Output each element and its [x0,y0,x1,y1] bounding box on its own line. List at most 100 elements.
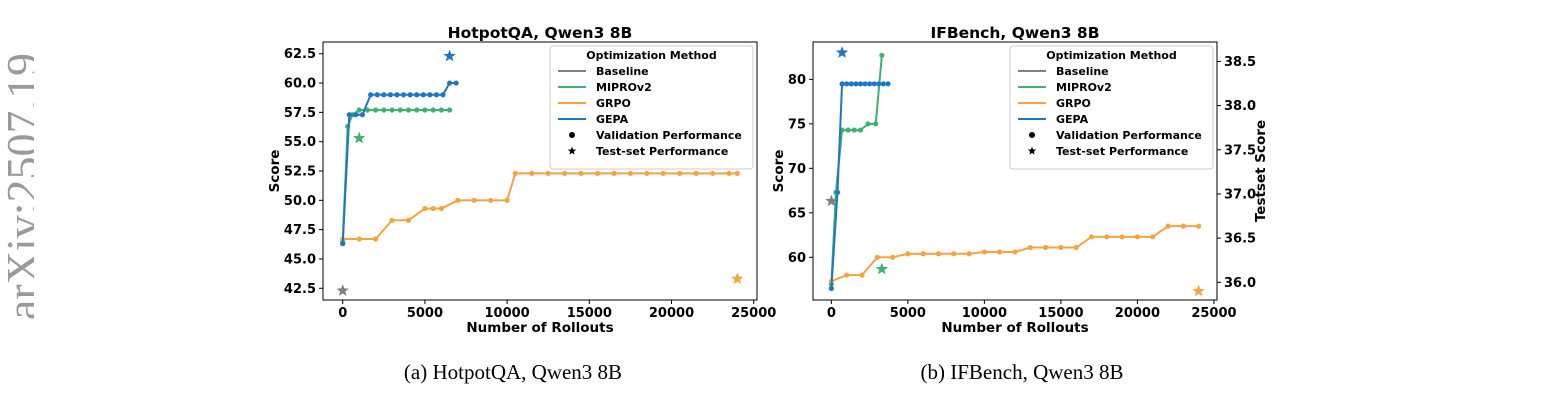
legend-swatch-test-set-performance [1027,146,1037,155]
arxiv-watermark: arXiv:2507.19 [0,0,34,330]
plot-frame [812,41,1218,301]
data-point-gepa [876,81,882,87]
data-point-gepa [880,81,886,87]
data-point-gepa [844,81,850,87]
x-tick-label: 15000 [1038,306,1083,321]
legend-title: Optimization Method [1046,49,1177,62]
legend-swatch-validation-performance [1029,132,1035,138]
legend-label-grpo: GRPO [596,97,631,110]
legend-title: Optimization Method [586,49,717,62]
data-point-grpo [488,197,494,203]
data-point-miprov2 [851,127,857,133]
data-point-grpo [594,170,601,176]
data-point-grpo [611,170,617,176]
data-point-grpo [905,251,911,257]
test-star-miprov2 [352,131,366,144]
y-tick-label: 57.5 [284,106,316,121]
x-tick-label: 20000 [1115,306,1160,321]
y-tick-label: 60.0 [284,77,316,92]
caption-a: (a) HotpotQA, Qwen3 8B [403,360,623,384]
y-tick-label: 62.5 [284,47,316,62]
data-point-grpo [356,236,362,242]
data-point-grpo [504,197,510,203]
y-tick-label: 55.0 [284,135,316,150]
data-point-gepa [839,81,845,87]
data-point-miprov2 [446,107,453,113]
data-point-grpo [512,170,518,176]
x-axis-label: Number of Rollouts [466,320,613,336]
data-point-grpo [935,251,942,257]
data-point-gepa [427,92,433,98]
test-star-baseline [825,194,838,207]
y-tick-label: 52.5 [284,165,316,180]
data-point-grpo [677,170,683,176]
x-tick-label: 0 [827,306,836,321]
x-axis-label: Number of Rollouts [941,320,1088,336]
data-point-grpo [920,251,926,257]
data-point-grpo [389,217,395,223]
legend-box [1009,45,1214,170]
y-tick-label: 60 [788,251,806,266]
data-point-gepa [359,112,366,118]
data-point-grpo [1027,244,1033,251]
y2-tick-label: 36.0 [1224,276,1256,291]
legend-label-miprov2: MIPROv2 [1056,81,1112,94]
caption-b: (b) IFBench, Qwen3 8B [920,360,1124,384]
data-point-grpo [997,249,1003,255]
data-point-grpo [889,254,896,260]
data-point-grpo [562,170,568,176]
data-point-grpo [1012,249,1018,255]
y2-tick-label: 38.5 [1224,55,1256,70]
data-point-gepa [433,92,440,98]
data-point-miprov2 [422,107,428,113]
data-point-grpo [373,236,379,242]
data-point-grpo [981,249,987,255]
data-point-miprov2 [381,107,387,113]
data-point-grpo [422,205,428,212]
data-point-gepa [420,92,426,98]
series-line-grpo [342,172,738,241]
data-point-miprov2 [397,107,403,113]
data-point-gepa [848,81,854,87]
data-point-grpo [455,197,461,203]
y-tick-label: 45.0 [284,252,316,267]
data-point-miprov2 [845,127,851,133]
data-point-gepa [446,80,453,86]
test-star-miprov2 [875,262,889,275]
legend-label-validation-performance: Validation Performance [1056,129,1202,142]
legend-box [549,45,754,170]
y2-tick-label: 36.5 [1224,232,1256,247]
data-point-grpo [710,170,716,176]
data-point-gepa [414,92,420,98]
data-point-grpo [1104,234,1110,240]
data-point-miprov2 [405,107,412,113]
x-tick-label: 25000 [731,306,776,321]
data-point-miprov2 [873,121,879,127]
data-point-grpo [693,170,699,176]
data-point-miprov2 [389,107,395,113]
data-point-miprov2 [414,107,420,113]
legend-label-grpo: GRPO [1056,97,1091,110]
test-star-gepa [835,46,849,58]
data-point-miprov2 [857,127,864,133]
data-point-grpo [627,170,634,176]
legend-swatch-validation-performance [569,132,575,138]
data-point-grpo [1088,234,1095,240]
data-point-grpo [471,197,477,203]
data-point-miprov2 [430,107,436,113]
data-point-gepa [834,189,841,195]
test-star-grpo [731,272,744,285]
watermark-text: arXiv:2507.19 [0,52,34,320]
data-point-grpo [660,170,666,176]
data-point-gepa [346,112,352,118]
x-tick-label: 20000 [649,306,694,321]
data-point-gepa [828,285,834,292]
data-point-gepa [374,92,380,98]
chart-hotpotqa: HotpotQA, Qwen3 8B 0 5000 10000 15000 20000 25… [267,24,776,336]
data-point-gepa [862,81,868,87]
data-point-gepa [853,81,859,87]
data-point-grpo [1073,244,1079,251]
legend-label-validation-performance: Validation Performance [596,129,742,142]
data-point-grpo [859,272,865,278]
